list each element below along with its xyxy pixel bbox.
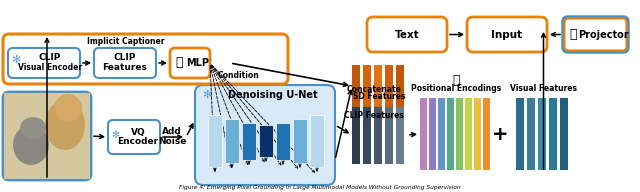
Bar — [4, 93, 90, 179]
Bar — [363, 106, 371, 164]
Bar — [538, 98, 546, 170]
Text: ✻: ✻ — [111, 130, 119, 140]
FancyBboxPatch shape — [467, 17, 547, 52]
FancyBboxPatch shape — [3, 92, 91, 180]
Bar — [560, 98, 568, 170]
Text: 🔥: 🔥 — [569, 28, 577, 41]
Bar — [447, 98, 454, 170]
Text: Input: Input — [492, 30, 523, 40]
Text: Visual Features: Visual Features — [510, 84, 577, 93]
FancyBboxPatch shape — [563, 17, 628, 52]
FancyBboxPatch shape — [108, 120, 160, 154]
Text: VQ: VQ — [131, 127, 145, 137]
Text: 🔥: 🔥 — [452, 74, 460, 88]
Bar — [516, 98, 524, 170]
Text: +: + — [492, 124, 508, 143]
FancyBboxPatch shape — [94, 48, 156, 78]
Text: CLIP: CLIP — [39, 54, 61, 63]
Bar — [242, 123, 256, 160]
Text: Noise: Noise — [158, 137, 186, 146]
Bar — [396, 65, 404, 107]
Ellipse shape — [45, 100, 85, 150]
Bar — [527, 98, 535, 170]
Text: Positional Encodings: Positional Encodings — [411, 84, 501, 93]
Text: Text: Text — [395, 30, 419, 40]
Ellipse shape — [13, 125, 49, 165]
Bar — [456, 98, 463, 170]
Text: CLIP: CLIP — [114, 54, 136, 63]
Ellipse shape — [54, 94, 82, 122]
Bar — [396, 106, 404, 164]
FancyBboxPatch shape — [3, 34, 288, 84]
Text: Implicit Captioner: Implicit Captioner — [87, 37, 164, 46]
Text: SD Features: SD Features — [353, 92, 406, 101]
Bar — [293, 119, 307, 163]
Bar — [549, 98, 557, 170]
Text: Projector: Projector — [578, 30, 629, 40]
Bar — [225, 119, 239, 163]
Text: Add: Add — [162, 127, 182, 136]
Bar — [474, 98, 481, 170]
Bar — [385, 65, 393, 107]
Bar — [352, 65, 360, 107]
Bar — [465, 98, 472, 170]
Text: Encoder: Encoder — [117, 137, 159, 146]
Bar — [385, 106, 393, 164]
Text: Features: Features — [102, 64, 147, 73]
Bar — [208, 115, 222, 167]
Bar — [352, 106, 360, 164]
Bar — [374, 65, 382, 107]
FancyBboxPatch shape — [170, 48, 210, 78]
Text: ✻: ✻ — [202, 90, 212, 100]
Bar — [310, 115, 324, 167]
Text: Concatenate: Concatenate — [347, 85, 401, 94]
FancyBboxPatch shape — [564, 18, 627, 50]
Text: MLP: MLP — [186, 58, 209, 68]
Bar — [420, 98, 427, 170]
Text: Visual Encoder: Visual Encoder — [18, 64, 82, 73]
FancyBboxPatch shape — [8, 48, 80, 78]
Text: Denoising U-Net: Denoising U-Net — [228, 90, 318, 100]
Bar — [276, 123, 290, 160]
Text: Figure 4: Emerging Pixel Grounding in Large Multimodal Models Without Grounding : Figure 4: Emerging Pixel Grounding in La… — [179, 185, 461, 190]
FancyBboxPatch shape — [195, 85, 335, 185]
Text: 🔥: 🔥 — [175, 56, 183, 70]
Ellipse shape — [20, 117, 46, 139]
Text: Condition: Condition — [217, 70, 259, 79]
Text: ✻: ✻ — [12, 55, 20, 65]
FancyBboxPatch shape — [367, 17, 447, 52]
Bar — [438, 98, 445, 170]
Text: CLIP Features: CLIP Features — [344, 111, 404, 120]
Bar — [374, 106, 382, 164]
Bar — [363, 65, 371, 107]
Bar — [259, 125, 273, 157]
Bar — [429, 98, 436, 170]
Bar — [483, 98, 490, 170]
